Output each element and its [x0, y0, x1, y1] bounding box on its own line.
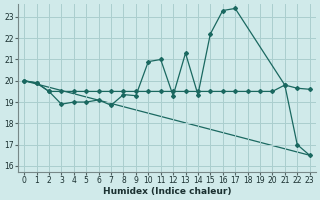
X-axis label: Humidex (Indice chaleur): Humidex (Indice chaleur)	[103, 187, 231, 196]
